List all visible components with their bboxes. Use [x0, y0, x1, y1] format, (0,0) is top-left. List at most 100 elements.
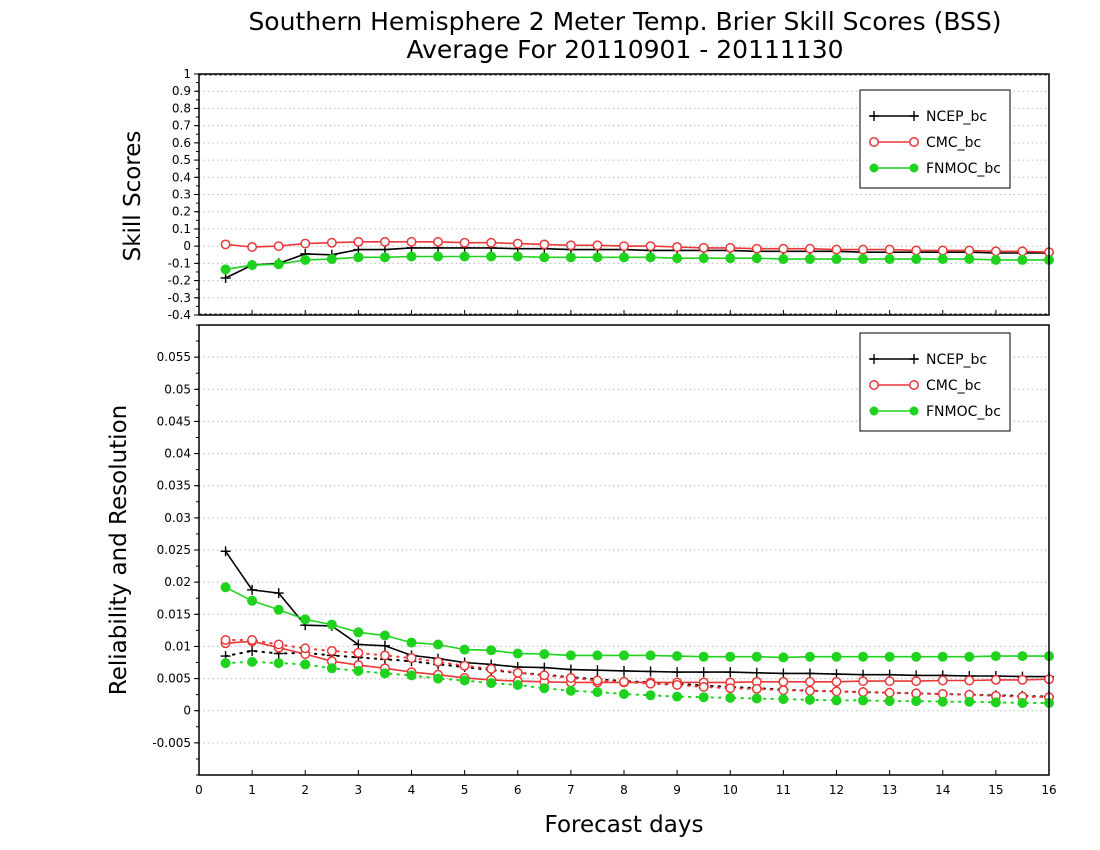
data-point-CMC_bc [990, 674, 1001, 685]
data-point-NCEP_bc [353, 639, 364, 650]
data-point-NCEP_bc [273, 588, 284, 599]
legend: NCEP_bc CMC_bc FNMOC_bc [859, 89, 1011, 189]
y-tick-label: 0.015 [157, 607, 191, 621]
data-point-FNMOC_bc [1017, 698, 1028, 708]
data-point-FNMOC_bc [698, 651, 709, 662]
data-point-CMC_bc [592, 240, 603, 251]
y-tick-label: 0.01 [164, 639, 191, 653]
y-tick-label: 0.2 [172, 205, 191, 219]
data-point-CMC_bc [379, 236, 390, 247]
data-point-FNMOC_bc [326, 254, 337, 265]
legend-marker-filled-circle [909, 163, 919, 173]
data-point-CMC_bc [592, 675, 603, 686]
x-tick-label: 12 [829, 783, 844, 797]
x-tick-label: 10 [723, 783, 738, 797]
data-point-FNMOC_bc [619, 689, 629, 699]
data-point-CMC_bc [353, 647, 364, 658]
data-point-CMC_bc [858, 244, 869, 255]
data-point-FNMOC_bc [406, 251, 417, 262]
data-point-FNMOC_bc [990, 254, 1001, 265]
data-point-CMC_bc [964, 675, 975, 686]
data-point-FNMOC_bc [300, 659, 311, 670]
x-tick-label: 14 [935, 783, 950, 797]
data-point-FNMOC_bc [220, 264, 231, 275]
data-point-CMC_bc [300, 238, 311, 249]
legend-marker-open-circle [869, 137, 879, 147]
data-point-FNMOC_bc [804, 651, 815, 662]
data-point-CMC_bc [751, 243, 762, 254]
data-point-CMC_bc [459, 237, 470, 248]
data-point-FNMOC_bc [964, 696, 975, 707]
data-point-FNMOC_bc [459, 675, 470, 686]
data-point-FNMOC_bc [406, 670, 417, 681]
x-tick-label: 8 [620, 783, 628, 797]
skill-scores-panel: 1 0.9 0.8 0.7 0.6 0.5 0.4 0.3 0.2 0.1 0 -0.1 -0.2 -0.… [168, 67, 1054, 322]
legend: NCEP_bc CMC_bc FNMOC_bc [859, 332, 1011, 432]
data-point-FNMOC_bc [353, 627, 364, 638]
data-point-FNMOC_bc [220, 658, 231, 669]
data-point-NCEP_bc [698, 667, 709, 678]
data-point-FNMOC_bc [273, 259, 284, 270]
x-tick-label: 7 [567, 783, 575, 797]
data-point-FNMOC_bc [751, 253, 762, 264]
data-point-FNMOC_bc [565, 685, 576, 696]
data-point-NCEP_bc [619, 665, 629, 676]
data-point-FNMOC_bc [539, 683, 550, 694]
series-line-FNMOC_bc [224, 255, 1050, 271]
data-point-FNMOC_bc [512, 648, 523, 659]
y-tick-label: -0.005 [152, 736, 191, 750]
data-point-CMC_bc [858, 676, 869, 687]
data-point-NCEP_bc [804, 668, 815, 679]
y-tick-label: 0.02 [164, 575, 191, 589]
data-point-CMC_bc [353, 236, 364, 247]
data-point-CMC_bc [486, 237, 497, 248]
data-point-FNMOC_bc [884, 254, 895, 265]
data-point-CMC_bc [512, 667, 523, 678]
data-point-CMC_bc [406, 653, 417, 663]
data-point-CMC_bc [884, 244, 895, 255]
x-tick-label: 2 [301, 783, 309, 797]
plot-frame [198, 73, 1050, 316]
series-line-NCEP_bc-dotted [224, 649, 1050, 698]
data-point-CMC_bc [778, 676, 789, 687]
plot-frame [198, 324, 1050, 776]
y-tick-label: 0.6 [172, 136, 191, 150]
y-tick-label: 1 [183, 67, 191, 81]
y-tick-label: 0.05 [164, 382, 191, 396]
legend-box [859, 89, 1011, 189]
data-point-FNMOC_bc [247, 656, 258, 667]
data-point-CMC_bc [698, 681, 709, 692]
chart-title-line2: Average For 20110901 - 20111130 [406, 35, 843, 64]
data-point-FNMOC_bc [911, 696, 922, 707]
data-point-FNMOC_bc [858, 254, 869, 265]
y-tick-label: -0.3 [168, 291, 191, 305]
legend-marker-open-circle [909, 137, 919, 147]
data-point-FNMOC_bc [486, 645, 497, 656]
x-tick-label: 15 [988, 783, 1003, 797]
data-point-CMC_bc [433, 236, 444, 247]
data-point-CMC_bc [273, 639, 284, 650]
data-point-NCEP_bc [379, 640, 390, 651]
data-point-FNMOC_bc [247, 260, 258, 271]
data-point-FNMOC_bc [911, 651, 922, 662]
data-point-CMC_bc [858, 687, 869, 698]
data-point-FNMOC_bc [964, 651, 975, 662]
x-tick-label: 3 [355, 783, 363, 797]
y-tick-label: 0.7 [172, 119, 191, 133]
y-tick-label: 0.055 [157, 350, 191, 364]
data-point-FNMOC_bc [592, 650, 603, 661]
data-point-FNMOC_bc [512, 251, 523, 262]
data-point-CMC_bc [539, 239, 550, 250]
data-point-FNMOC_bc [804, 254, 815, 265]
data-point-CMC_bc [539, 670, 550, 681]
y-tick-label: 0 [183, 239, 191, 253]
data-point-FNMOC_bc [379, 668, 390, 679]
y-tick-label: 0.9 [172, 84, 191, 98]
data-point-CMC_bc [220, 635, 231, 645]
data-point-FNMOC_bc [512, 680, 523, 690]
data-point-FNMOC_bc [831, 651, 842, 662]
data-point-CMC_bc [619, 241, 629, 252]
data-point-CMC_bc [273, 241, 284, 252]
legend-label-NCEP_bc: NCEP_bc [926, 352, 987, 368]
data-point-FNMOC_bc [565, 252, 576, 263]
